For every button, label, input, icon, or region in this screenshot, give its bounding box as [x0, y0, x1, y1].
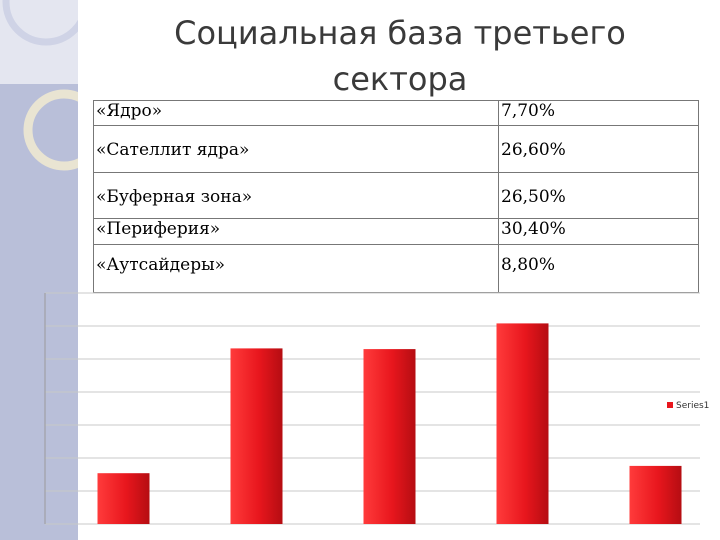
table-cell-label: «Сателлит ядра»	[93, 125, 499, 173]
table-cell-label: «Периферия»	[93, 218, 499, 245]
data-table: «Ядро» 7,70% «Сателлит ядра» 26,60% «Буф…	[93, 100, 699, 293]
table-row: «Аутсайдеры» 8,80%	[93, 244, 699, 293]
bar	[629, 465, 682, 524]
bar	[363, 349, 416, 524]
bar	[97, 473, 150, 524]
bar	[230, 348, 283, 524]
table-row: «Буферная зона» 26,50%	[93, 172, 699, 219]
table-cell-label: «Аутсайдеры»	[93, 244, 499, 293]
table-cell-value: 7,70%	[498, 100, 699, 126]
table-row: «Сателлит ядра» 26,60%	[93, 125, 699, 173]
table-cell-value: 8,80%	[498, 244, 699, 293]
table-cell-value: 26,60%	[498, 125, 699, 173]
bar	[496, 323, 549, 524]
table-row: «Периферия» 30,40%	[93, 218, 699, 245]
table-cell-label: «Буферная зона»	[93, 172, 499, 219]
decorative-rings-icon	[2, 0, 78, 171]
slide-title: Социальная база третьего сектора	[174, 14, 626, 98]
decorative-left-strip	[0, 0, 78, 540]
legend-label: Series1	[676, 401, 709, 411]
legend-swatch	[667, 402, 673, 408]
